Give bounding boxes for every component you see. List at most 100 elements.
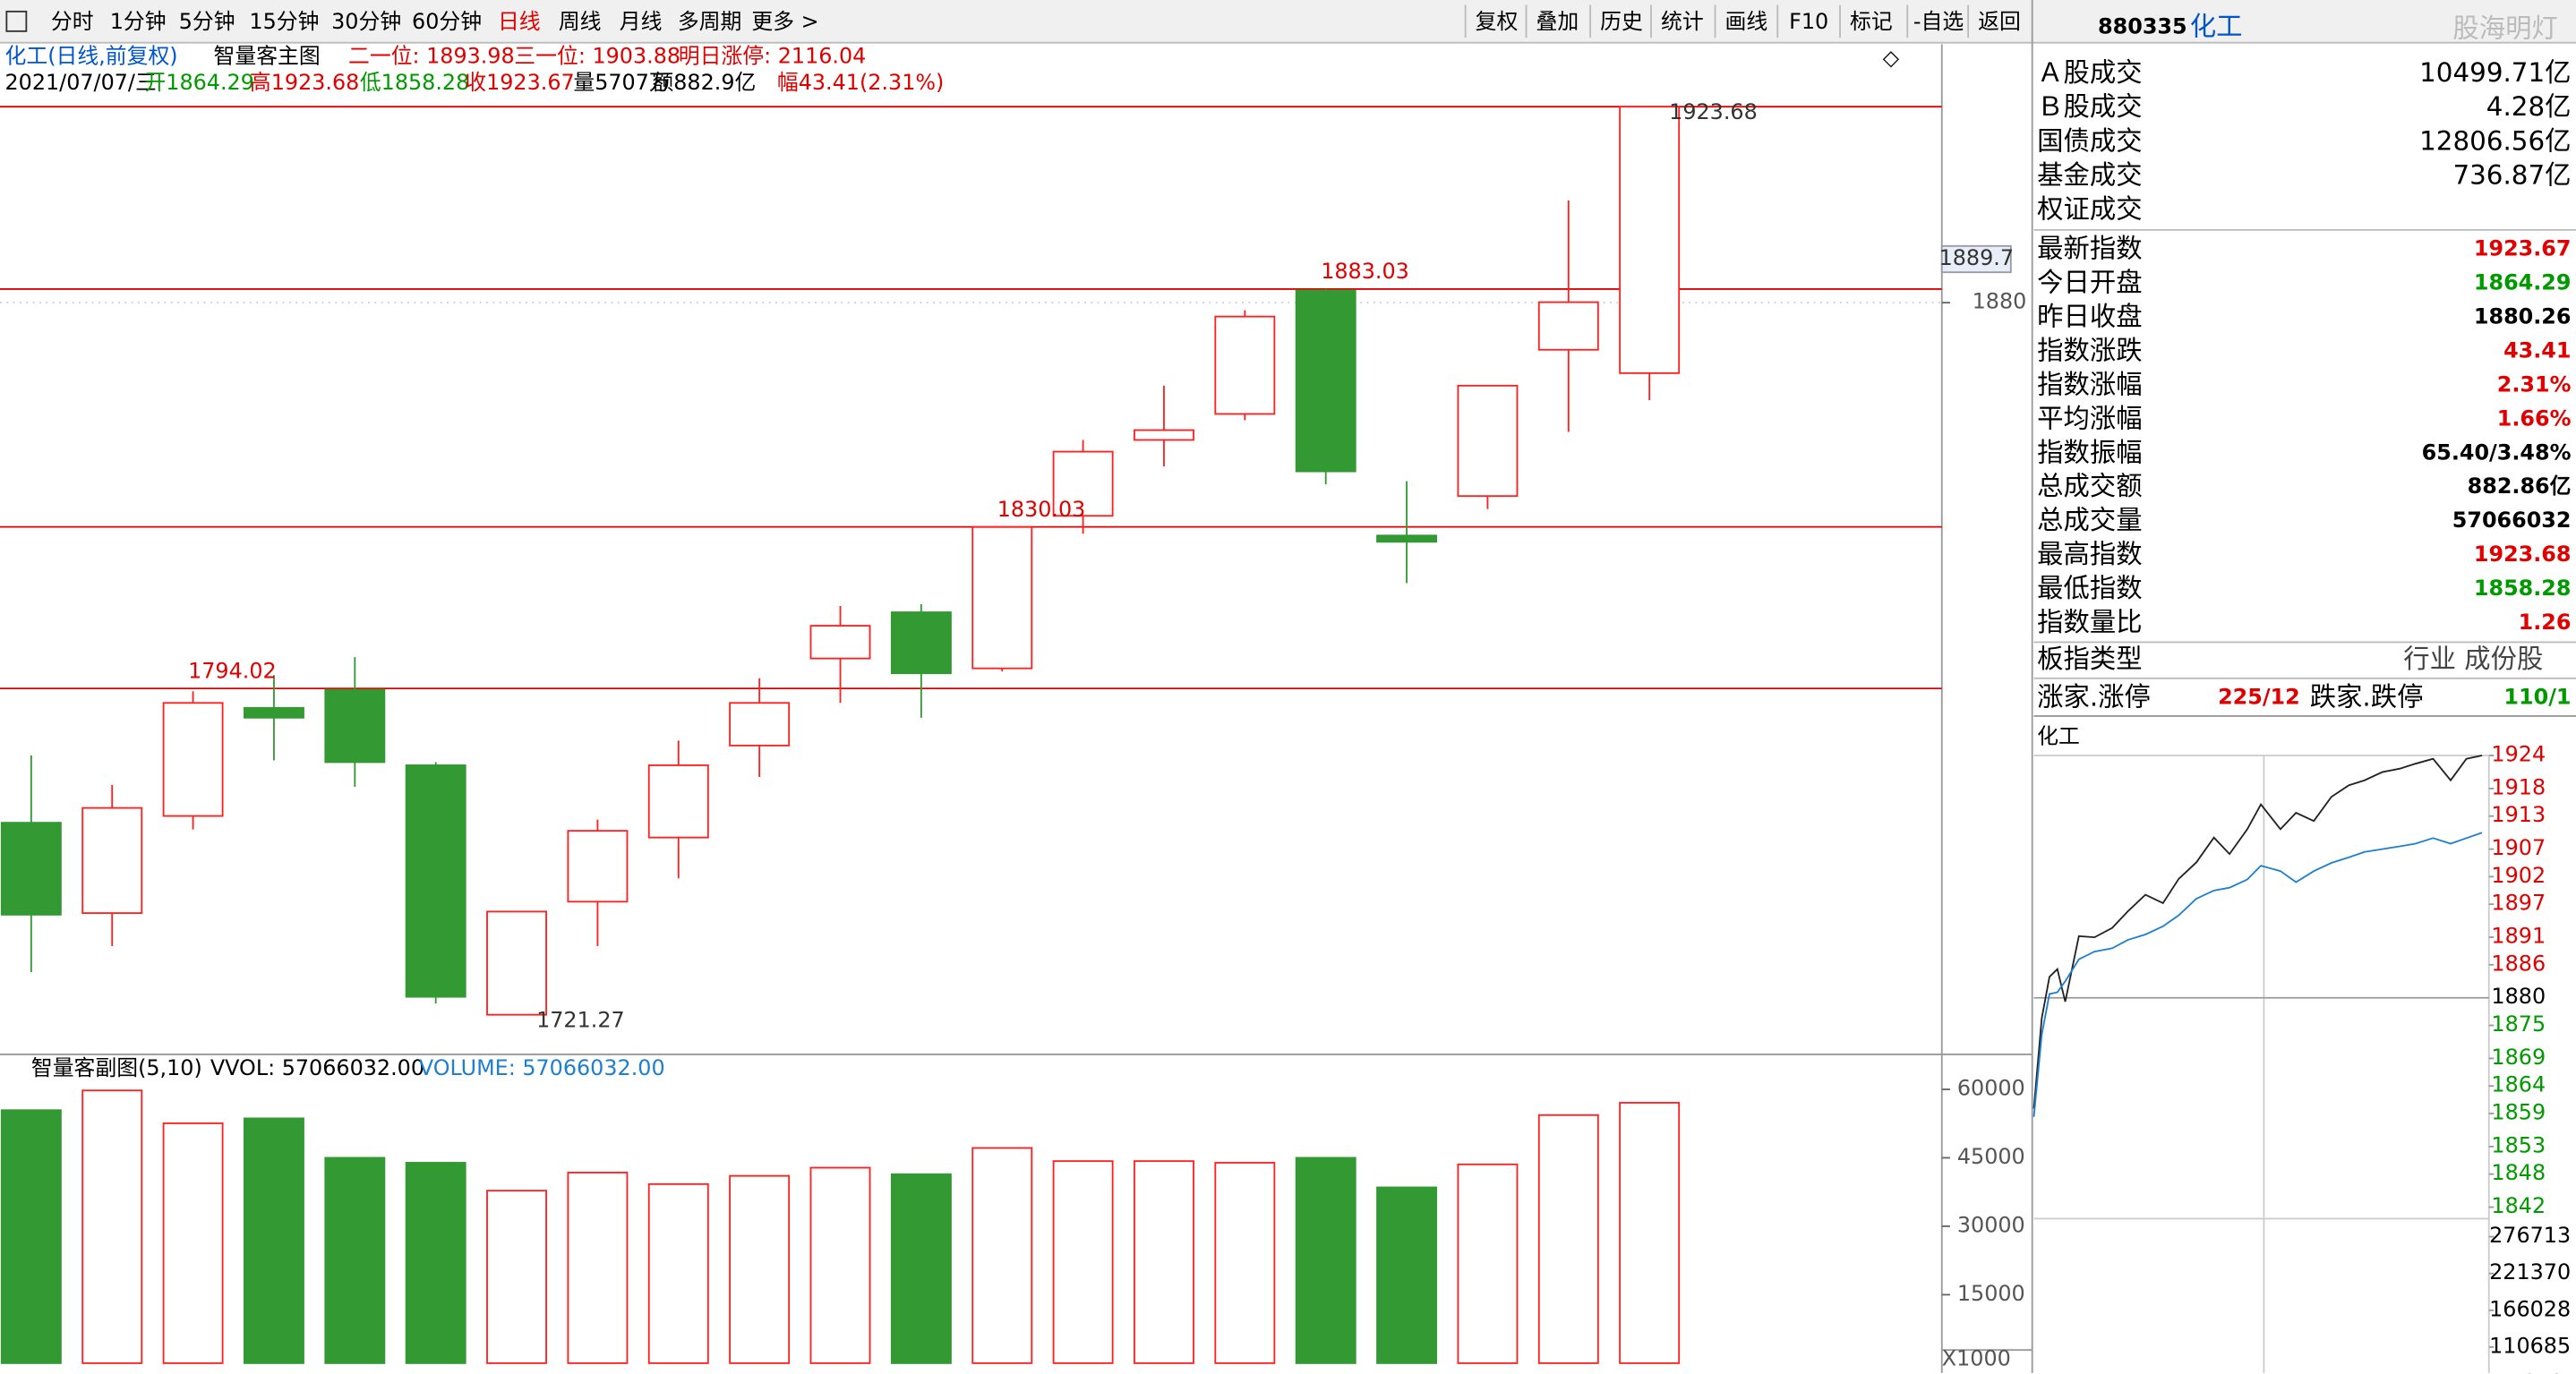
row-value: 行业 成份股 — [2403, 644, 2543, 674]
row-label: 最新指数 — [2037, 233, 2142, 263]
volume-bar — [162, 1122, 224, 1364]
row-label: 基金成交 — [2037, 160, 2142, 191]
toolbar-button[interactable]: 画线 — [1725, 9, 1768, 34]
y-tick-label: 1902 — [2491, 863, 2546, 888]
code: 880335 — [2098, 14, 2187, 39]
y-tick-label: 1869 — [2491, 1045, 2546, 1070]
breadth-label: 涨家.涨停 — [2037, 681, 2151, 712]
breadth-label: 跌家.跌停 — [2310, 681, 2424, 712]
intraday-line — [2033, 755, 2483, 1109]
candle-body — [809, 625, 871, 660]
row-value: 1858.28 — [2474, 576, 2572, 601]
volume-bar — [0, 1109, 62, 1364]
date: 2021/07/07/三 — [5, 70, 157, 95]
row-label: 国债成交 — [2037, 125, 2142, 156]
level-text: 明日涨停: 2116.04 — [679, 44, 867, 69]
toolbar-bg — [0, 0, 2576, 43]
toolbar-button[interactable]: F10 — [1789, 9, 1828, 34]
toolbar-button[interactable]: 统计 — [1661, 9, 1704, 34]
row-label: 权证成交 — [2037, 194, 2142, 225]
candle-body — [1457, 384, 1519, 498]
row-value: 1923.68 — [2474, 542, 2572, 567]
y-tick-label: 1842 — [2491, 1193, 2546, 1218]
row-value: 2.31% — [2497, 371, 2572, 397]
y-tick-label: 1913 — [2491, 802, 2546, 827]
row-value: 65.40/3.48% — [2422, 440, 2572, 465]
quote-item: 低1858.28 — [360, 70, 469, 95]
y-tick-label: 55343 — [2496, 1370, 2564, 1374]
row-value: 1880.26 — [2474, 303, 2572, 329]
volume-bar — [244, 1117, 304, 1364]
toolbar-button[interactable]: 叠加 — [1536, 9, 1579, 34]
row-label: 昨日收盘 — [2037, 301, 2142, 331]
volume-bar — [647, 1182, 709, 1364]
volume-bar — [809, 1166, 871, 1364]
period-tab[interactable]: 60分钟 — [412, 9, 482, 34]
quote-item: 幅43.41(2.31%) — [777, 70, 944, 95]
price-label: 1794.02 — [188, 658, 277, 683]
y-tick-label: 1907 — [2491, 835, 2546, 860]
period-tab[interactable]: 周线 — [559, 9, 602, 34]
row-value: 43.41 — [2503, 337, 2571, 363]
period-tab[interactable]: 月线 — [620, 9, 663, 34]
breadth-value: 110/1 — [2503, 684, 2571, 709]
row-value: 1864.29 — [2474, 269, 2572, 294]
candle-body — [244, 706, 304, 719]
row-label: 指数振幅 — [2037, 437, 2142, 467]
period-tab[interactable]: 日线 — [498, 9, 541, 34]
legend-vvol: VVOL: 57066032.00 — [210, 1055, 424, 1080]
volume-bar — [1052, 1160, 1114, 1364]
candle-body — [1295, 289, 1356, 473]
row-value: 12806.56亿 — [2419, 125, 2571, 156]
row-label: 最高指数 — [2037, 539, 2142, 569]
toolbar-button[interactable]: -自选 — [1913, 9, 1964, 34]
y-tick-label: 1864 — [2491, 1072, 2546, 1097]
toolbar-button[interactable]: 历史 — [1600, 9, 1643, 34]
volume-bar — [1619, 1102, 1681, 1364]
candle-body — [486, 910, 547, 1016]
period-tab[interactable]: 30分钟 — [331, 9, 401, 34]
row-value: 1923.67 — [2474, 235, 2572, 260]
candle-body — [1537, 301, 1599, 351]
y-tick-label: 1853 — [2491, 1132, 2546, 1157]
volume-bar — [890, 1173, 952, 1364]
period-tab[interactable]: 多周期 — [678, 9, 742, 34]
toolbar-button[interactable]: 返回 — [1978, 9, 2021, 34]
period-tab[interactable]: 15分钟 — [249, 9, 319, 34]
volume-bar — [567, 1172, 629, 1364]
period-tab[interactable]: 更多 > — [751, 9, 818, 34]
cursor-label: 1889.7 — [1939, 245, 2014, 270]
volume-bar — [1376, 1186, 1438, 1364]
chart-title: 化工(日线,前复权) — [5, 44, 178, 69]
row-value: 57066032 — [2452, 508, 2572, 533]
y-tick-label: 221370 — [2489, 1259, 2571, 1284]
row-value: 1.26 — [2519, 610, 2572, 635]
row-label: 板指类型 — [2037, 644, 2142, 674]
candle-body — [1619, 106, 1681, 374]
row-value: 1.66% — [2497, 405, 2572, 431]
volume-bar — [486, 1190, 547, 1364]
period-tab[interactable]: 1分钟 — [110, 9, 167, 34]
breadth-value: 225/12 — [2218, 684, 2300, 709]
layout-icon[interactable] — [5, 10, 28, 32]
toolbar-button[interactable]: 复权 — [1476, 9, 1519, 34]
row-label: 平均涨幅 — [2037, 403, 2142, 433]
volume-bar — [1134, 1160, 1194, 1364]
unit-label: X1000 — [1942, 1346, 2011, 1371]
quote-item: 开1864.29 — [144, 70, 253, 95]
candle-body — [81, 806, 143, 914]
volume-bar — [729, 1174, 791, 1364]
y-tick-label: 166028 — [2489, 1296, 2571, 1321]
volume-bar — [1295, 1156, 1356, 1364]
y-tick-label: 1918 — [2491, 774, 2546, 799]
toolbar-button[interactable]: 标记 — [1850, 9, 1893, 34]
candle-body — [971, 525, 1033, 670]
y-tick-label: 1859 — [2491, 1099, 2546, 1124]
period-tab[interactable]: 分时 — [51, 9, 94, 34]
candle-body — [162, 702, 224, 817]
y-tick-label: 15000 — [1957, 1281, 2025, 1306]
row-label: 最低指数 — [2037, 573, 2142, 603]
y-tick-label: 1880 — [2491, 984, 2546, 1009]
period-tab[interactable]: 5分钟 — [179, 9, 235, 34]
y-tick-label: 1897 — [2491, 891, 2546, 916]
